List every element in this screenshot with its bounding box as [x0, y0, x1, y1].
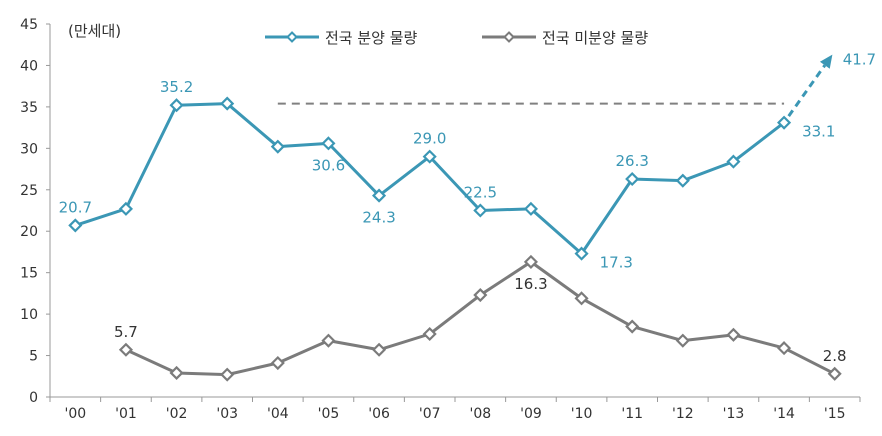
x-tick-label: '12: [672, 406, 694, 422]
data-label: 33.1: [802, 123, 835, 141]
x-tick-label: '11: [621, 406, 643, 422]
unit-label: (만세대): [68, 22, 121, 40]
x-tick-label: '08: [469, 406, 491, 422]
y-tick-label: 5: [29, 349, 38, 365]
x-tick-label: '03: [216, 406, 238, 422]
projection-arrowhead: [819, 54, 833, 69]
projection-dashed-line: [787, 64, 827, 117]
x-tick-label: '07: [419, 406, 441, 422]
data-point-marker: [726, 154, 741, 169]
legend-label-1: 전국 미분양 물량: [542, 29, 648, 47]
data-point-marker: [118, 342, 133, 357]
y-tick-label: 0: [29, 390, 38, 406]
data-point-marker: [473, 287, 488, 303]
data-label: 30.6: [312, 156, 345, 174]
data-point-marker: [726, 327, 741, 342]
data-point-marker: [372, 188, 387, 203]
legend-marker-0: [286, 31, 298, 43]
data-point-marker: [675, 333, 690, 348]
series-line-1: [125, 260, 836, 377]
data-point-marker: [118, 201, 133, 216]
x-tick-label: '02: [166, 406, 188, 422]
data-label: 24.3: [362, 209, 395, 227]
y-tick-label: 10: [20, 307, 38, 323]
data-point-marker: [220, 367, 235, 382]
legend-label-0: 전국 분양 물량: [325, 29, 418, 47]
x-tick-label: '05: [318, 406, 340, 422]
data-point-marker: [321, 136, 336, 151]
data-label: 26.3: [615, 152, 648, 170]
x-tick-label: '00: [64, 406, 86, 422]
legend: 전국 분양 물량 전국 미분양 물량: [265, 29, 648, 47]
y-tick-label: 45: [20, 17, 38, 33]
data-point-marker: [68, 218, 83, 233]
data-point-marker: [777, 115, 792, 130]
series-line-0: [74, 102, 785, 256]
y-tick-label: 35: [20, 100, 38, 116]
y-tick-label: 30: [20, 141, 38, 157]
data-point-marker: [473, 203, 488, 218]
x-tick-label: '14: [773, 406, 795, 422]
x-tick-label: '04: [267, 406, 289, 422]
data-label: 35.2: [160, 78, 193, 96]
y-tick-label: 15: [20, 266, 38, 282]
legend-marker-1: [503, 31, 515, 43]
data-label: 41.7: [843, 50, 876, 68]
x-tick-label: '15: [824, 406, 846, 422]
data-point-marker: [675, 173, 690, 188]
data-point-marker: [372, 342, 387, 357]
data-label: 2.8: [823, 347, 847, 365]
data-point-marker: [422, 149, 437, 164]
data-point-marker: [169, 98, 184, 113]
data-point-marker: [574, 246, 589, 261]
x-tick-label: '13: [723, 406, 745, 422]
y-tick-label: 40: [20, 58, 38, 74]
x-tick-label: '10: [571, 406, 593, 422]
data-label: 5.7: [114, 323, 138, 341]
data-label: 22.5: [464, 184, 497, 202]
data-labels: 20.7 35.2 30.6 24.3 29.0 22.5 17.3 26.3 33.1 41.7…: [59, 50, 876, 364]
data-label: 16.3: [514, 275, 547, 293]
data-point-marker: [270, 139, 285, 154]
data-point-marker: [523, 254, 538, 269]
x-tick-label: '09: [520, 406, 542, 422]
data-point-marker: [827, 366, 842, 381]
data-point-marker: [523, 201, 538, 216]
x-tick-label: '01: [115, 406, 137, 422]
series-lines: [74, 54, 836, 377]
data-label: 17.3: [600, 254, 633, 272]
data-point-marker: [422, 326, 437, 342]
data-point-marker: [321, 333, 336, 348]
data-point-marker: [625, 319, 640, 334]
axes: 0 5 10 15 20 25 30 35 40 45 '00 '01 '02 '03 '04 '05 '06 '…: [20, 17, 861, 422]
data-point-marker: [270, 355, 285, 371]
series-markers: [68, 96, 842, 382]
data-point-marker: [625, 171, 640, 187]
data-label: 29.0: [413, 130, 446, 148]
data-point-marker: [169, 365, 184, 381]
x-tick-label: '06: [368, 406, 390, 422]
data-point-marker: [574, 291, 589, 306]
data-point-marker: [220, 96, 235, 111]
y-tick-label: 25: [20, 183, 38, 199]
y-tick-label: 20: [20, 224, 38, 240]
data-point-marker: [777, 341, 792, 356]
data-label: 20.7: [59, 198, 92, 216]
